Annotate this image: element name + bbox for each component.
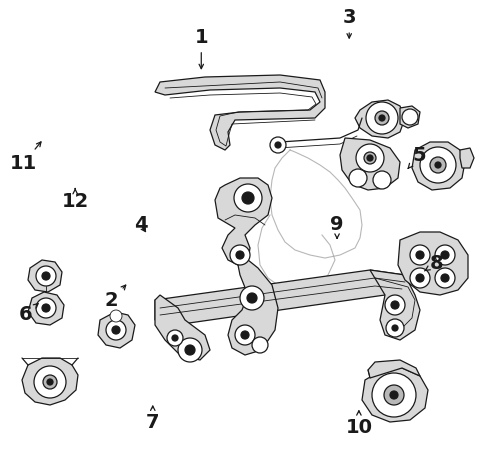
Circle shape (47, 379, 53, 385)
Polygon shape (155, 75, 324, 150)
Polygon shape (369, 270, 419, 340)
Circle shape (440, 274, 448, 282)
Circle shape (378, 115, 384, 121)
Circle shape (106, 320, 126, 340)
Circle shape (401, 109, 417, 125)
Text: 7: 7 (146, 406, 159, 432)
Circle shape (36, 298, 56, 318)
Text: 6: 6 (18, 304, 38, 324)
Text: 10: 10 (345, 411, 372, 437)
Circle shape (36, 266, 56, 286)
Polygon shape (397, 232, 467, 295)
Text: 12: 12 (61, 189, 89, 211)
Text: 11: 11 (10, 142, 41, 173)
Circle shape (419, 147, 455, 183)
Circle shape (384, 295, 404, 315)
Circle shape (434, 268, 454, 288)
Circle shape (429, 157, 445, 173)
Polygon shape (214, 178, 272, 265)
Circle shape (246, 293, 257, 303)
Circle shape (434, 162, 440, 168)
Text: 8: 8 (424, 254, 442, 273)
Circle shape (390, 301, 398, 309)
Polygon shape (227, 260, 277, 355)
Circle shape (366, 155, 372, 161)
Circle shape (365, 102, 397, 134)
Circle shape (235, 325, 255, 345)
Circle shape (355, 144, 383, 172)
Circle shape (270, 137, 286, 153)
Polygon shape (354, 100, 404, 138)
Circle shape (415, 274, 423, 282)
Circle shape (229, 245, 249, 265)
Circle shape (374, 111, 388, 125)
Text: 4: 4 (134, 215, 147, 234)
Circle shape (434, 245, 454, 265)
Polygon shape (28, 260, 62, 292)
Circle shape (240, 286, 263, 310)
Polygon shape (22, 358, 78, 405)
Polygon shape (28, 292, 64, 325)
Text: 1: 1 (194, 28, 208, 69)
Text: 9: 9 (330, 215, 343, 238)
Circle shape (363, 152, 375, 164)
Circle shape (172, 335, 178, 341)
Circle shape (34, 366, 66, 398)
Circle shape (274, 142, 280, 148)
Circle shape (415, 251, 423, 259)
Circle shape (43, 375, 57, 389)
Polygon shape (361, 368, 427, 422)
Circle shape (391, 325, 397, 331)
Polygon shape (339, 138, 399, 190)
Polygon shape (155, 295, 210, 360)
Polygon shape (98, 312, 135, 348)
Circle shape (178, 338, 201, 362)
Polygon shape (155, 270, 409, 325)
Circle shape (409, 268, 429, 288)
Circle shape (252, 337, 268, 353)
Text: 5: 5 (407, 146, 425, 169)
Circle shape (242, 192, 254, 204)
Polygon shape (399, 106, 419, 128)
Circle shape (409, 245, 429, 265)
Polygon shape (459, 148, 473, 168)
Circle shape (372, 171, 390, 189)
Polygon shape (367, 360, 419, 378)
Circle shape (42, 272, 50, 280)
Polygon shape (411, 142, 464, 190)
Circle shape (348, 169, 366, 187)
Circle shape (385, 319, 403, 337)
Circle shape (383, 385, 403, 405)
Circle shape (371, 373, 415, 417)
Circle shape (236, 251, 243, 259)
Text: 3: 3 (342, 8, 355, 38)
Circle shape (233, 184, 261, 212)
Circle shape (241, 331, 248, 339)
Circle shape (440, 251, 448, 259)
Circle shape (42, 304, 50, 312)
Circle shape (389, 391, 397, 399)
Circle shape (166, 330, 182, 346)
Circle shape (110, 310, 122, 322)
Text: 2: 2 (105, 285, 125, 310)
Circle shape (184, 345, 195, 355)
Circle shape (112, 326, 120, 334)
